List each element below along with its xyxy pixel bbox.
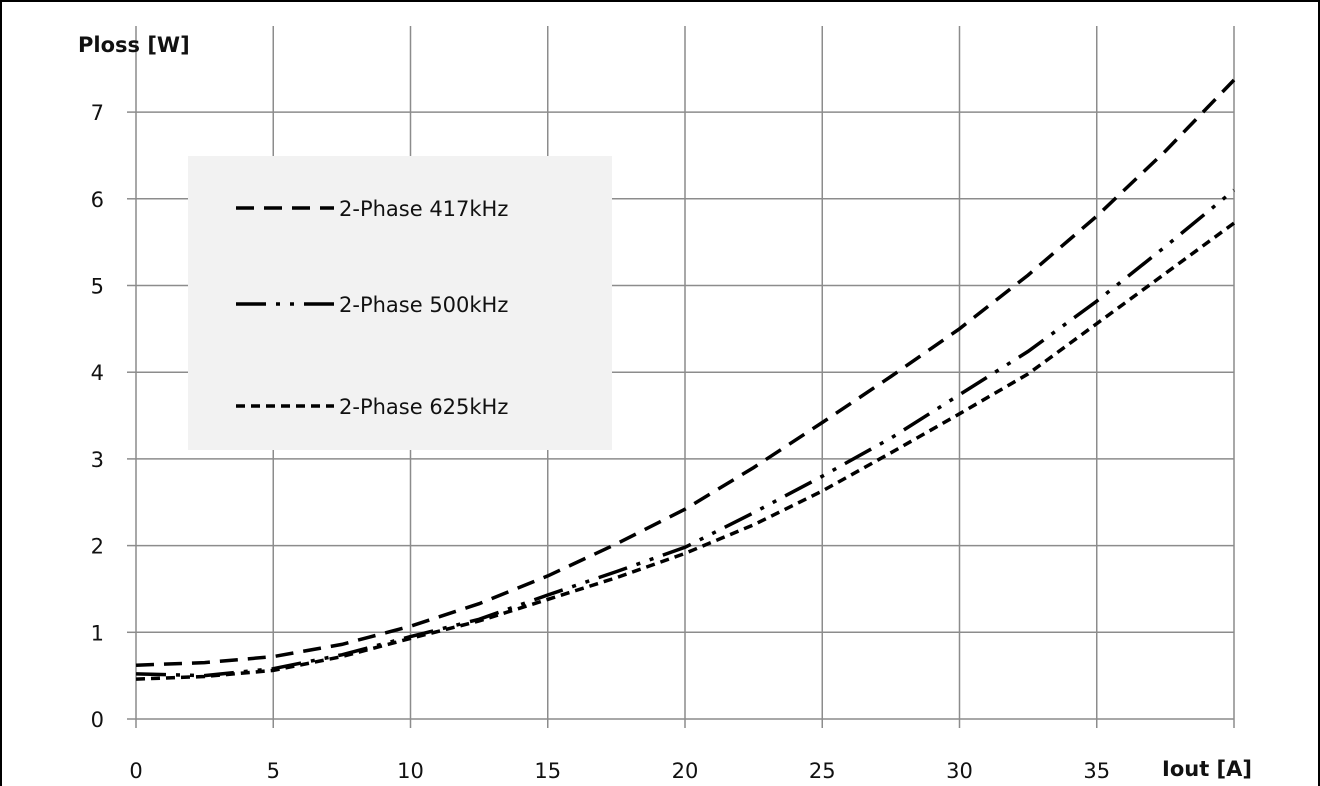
y-tick-label-2: 2 (91, 535, 104, 559)
x-tick-labels: 0 5 10 15 20 25 30 35 (129, 759, 1110, 783)
y-tick-label-3: 3 (91, 448, 104, 472)
x-axis-label: Iout [A] (1162, 757, 1252, 781)
y-tick-labels: 0 1 2 3 4 5 6 7 (91, 101, 104, 732)
y-axis-label: Ploss [W] (78, 33, 190, 57)
y-tick-label-1: 1 (91, 621, 104, 645)
axes (127, 26, 1235, 728)
legend-label-625khz: 2-Phase 625kHz (339, 395, 508, 419)
y-tick-label-0: 0 (91, 708, 104, 732)
series-line-0 (135, 78, 1236, 667)
legend-label-500khz: 2-Phase 500kHz (339, 293, 508, 317)
x-tick-label-25: 25 (809, 759, 836, 783)
x-tick-label-15: 15 (534, 759, 561, 783)
y-tick-label-6: 6 (91, 188, 104, 212)
x-tick-label-35: 35 (1083, 759, 1110, 783)
y-tick-label-4: 4 (91, 361, 104, 385)
series-line-1 (135, 188, 1236, 678)
y-tick-label-5: 5 (91, 275, 104, 299)
series-lines (135, 78, 1236, 681)
series-line-2 (135, 221, 1236, 681)
legend: 2-Phase 417kHz 2-Phase 500kHz 2-Phase 62… (188, 156, 612, 450)
x-tick-label-10: 10 (397, 759, 424, 783)
x-tick-label-0: 0 (129, 759, 142, 783)
legend-label-417khz: 2-Phase 417kHz (339, 197, 508, 221)
x-tick-label-30: 30 (946, 759, 973, 783)
x-tick-label-5: 5 (267, 759, 280, 783)
x-tick-label-20: 20 (672, 759, 699, 783)
y-tick-label-7: 7 (91, 101, 104, 125)
